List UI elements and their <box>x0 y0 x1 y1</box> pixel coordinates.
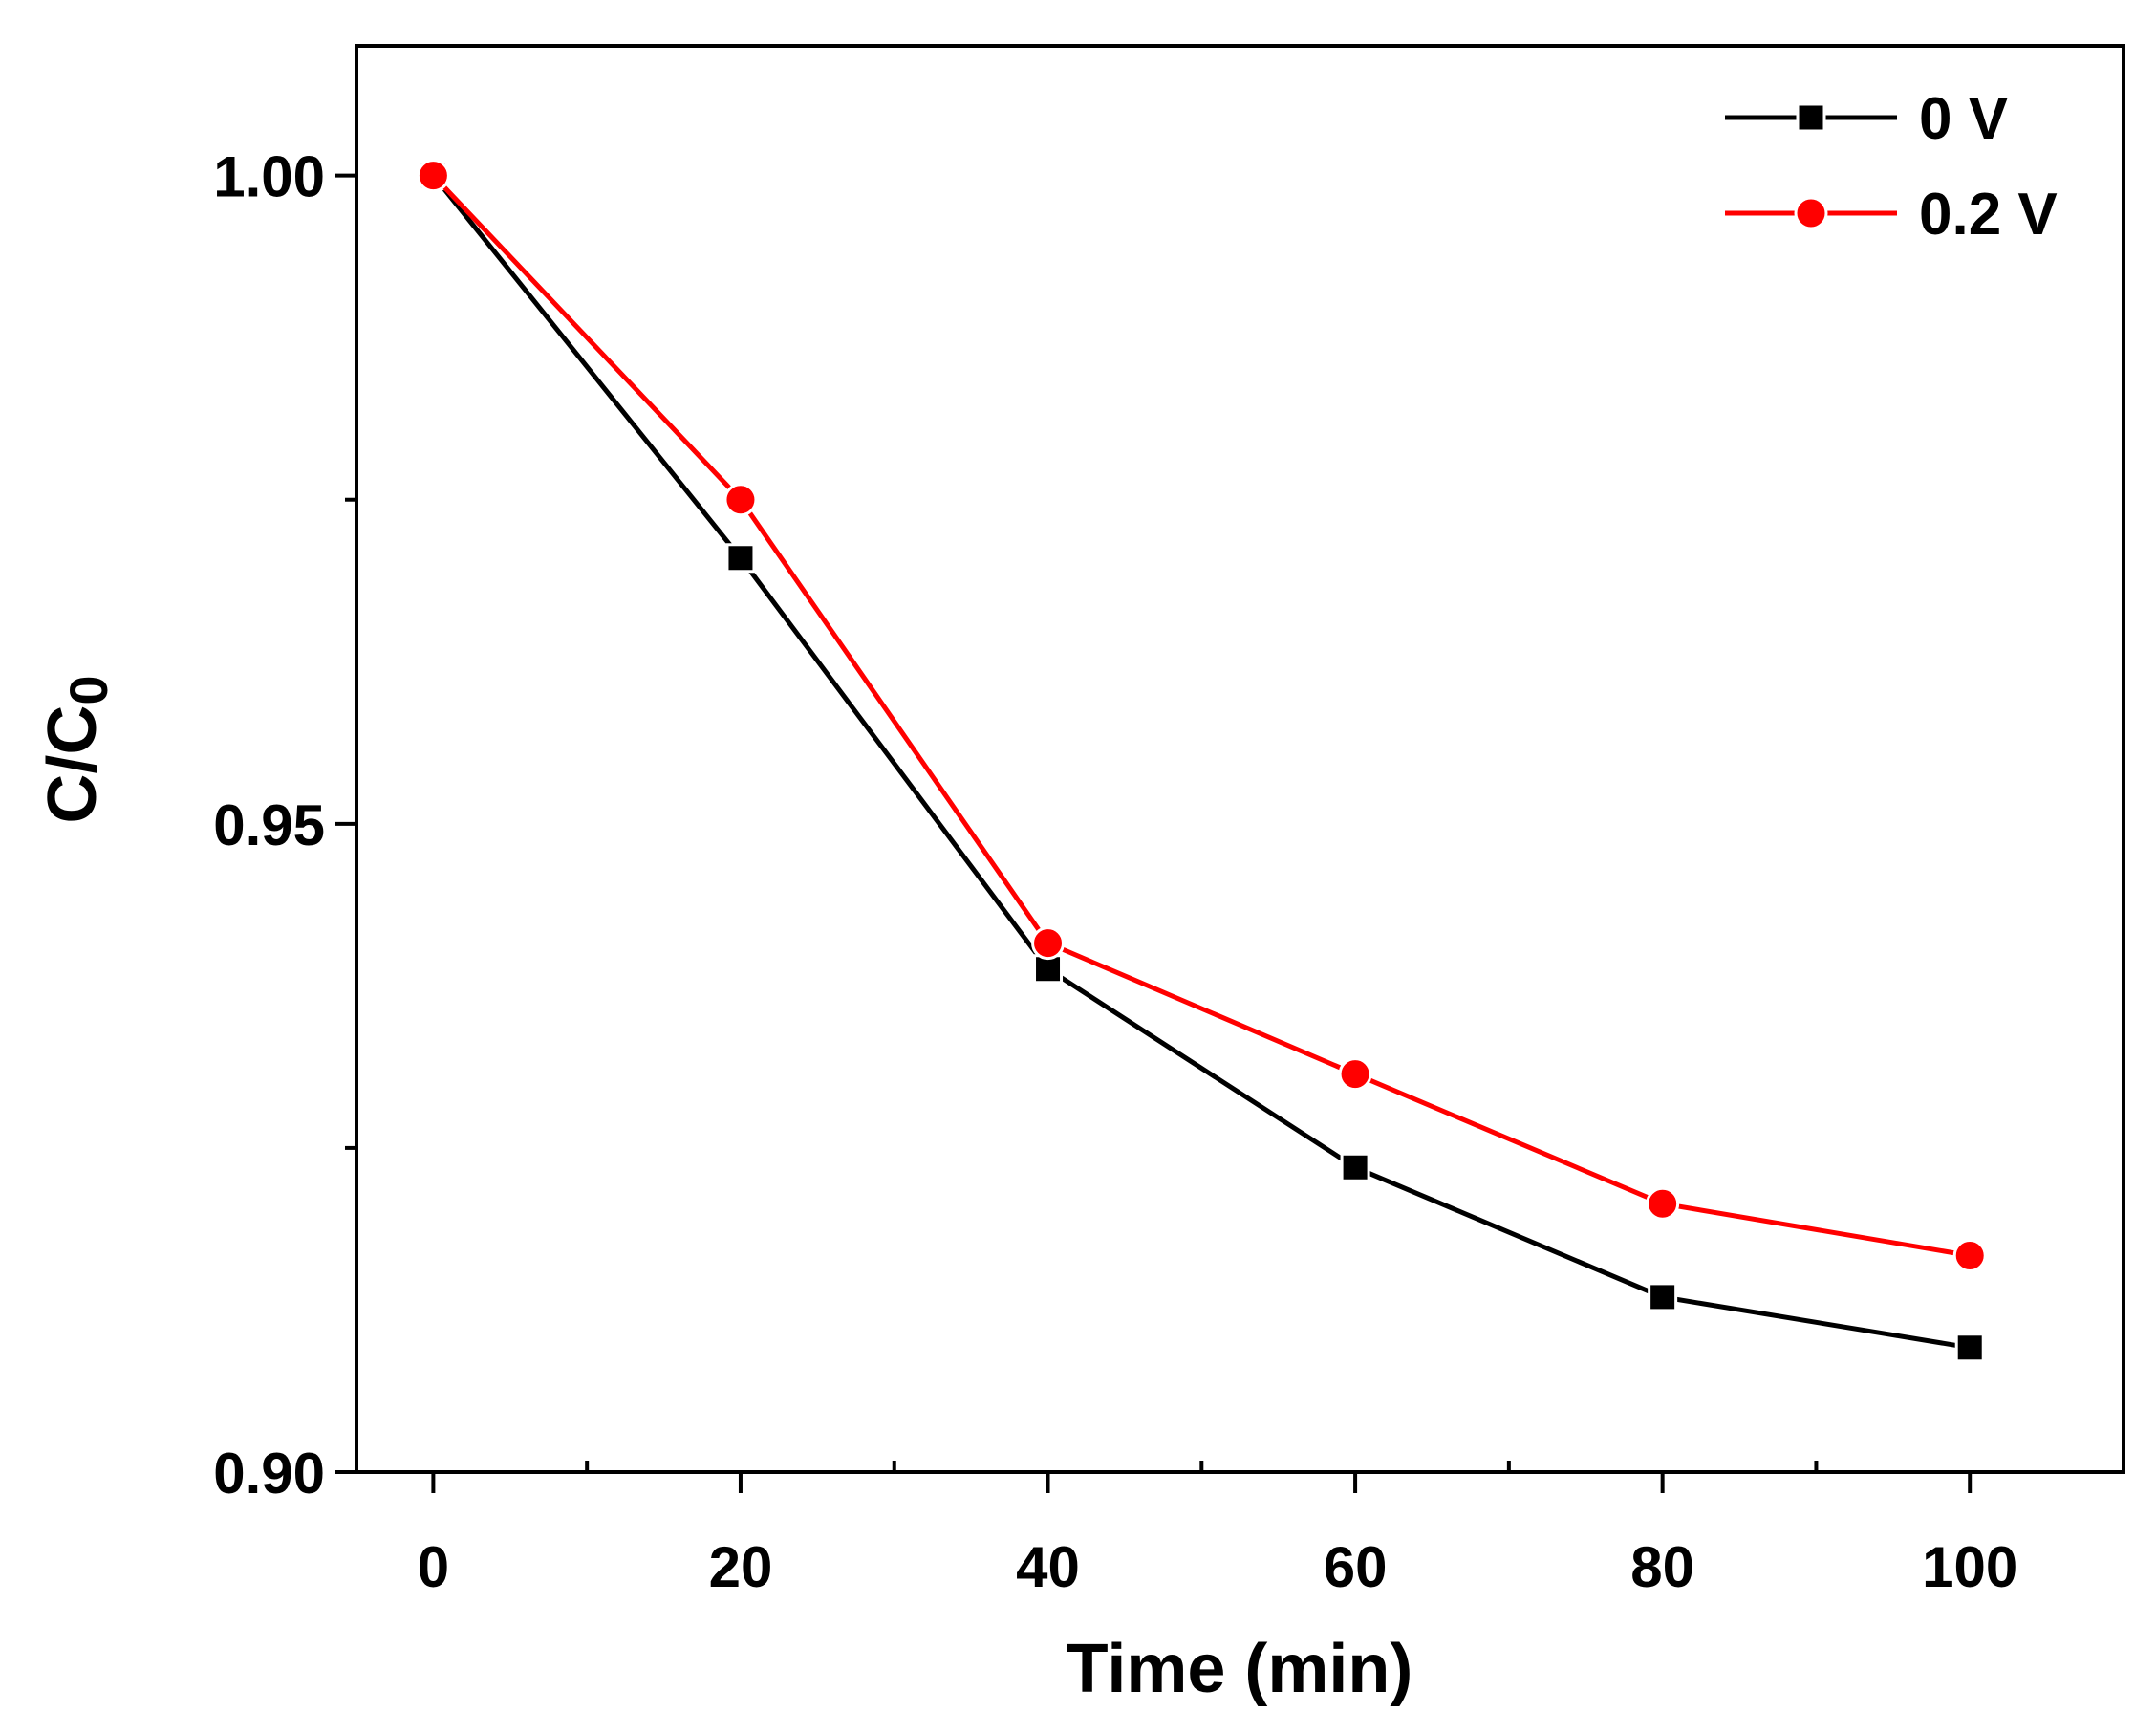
x-axis-title: Time (min) <box>1067 1631 1413 1707</box>
x-tick-label: 20 <box>709 1535 773 1599</box>
data-point <box>723 483 758 517</box>
data-point <box>1031 926 1066 961</box>
data-point <box>1338 1057 1372 1092</box>
series-layer <box>416 159 1987 1363</box>
y-axis-title-subscript: 0 <box>58 675 119 704</box>
x-tick-label: 80 <box>1630 1535 1694 1599</box>
legend-label: 0.2 V <box>1919 182 2058 248</box>
legend: 0 V 0.2 V <box>1725 86 2058 248</box>
legend-label: 0 V <box>1919 86 2008 152</box>
data-point <box>1954 1333 1985 1363</box>
series-0-2v <box>416 159 1987 1272</box>
y-axis-title: C/C0 <box>34 675 119 823</box>
data-point <box>1340 1152 1370 1182</box>
data-point <box>1648 1282 1678 1312</box>
x-tick-label: 0 <box>418 1535 449 1599</box>
series-0v <box>418 161 1985 1363</box>
y-tick-label: 0.90 <box>213 1441 325 1506</box>
y-tick-label: 0.95 <box>213 793 325 857</box>
plot-frame <box>355 44 2125 1474</box>
series-line <box>431 174 1971 1351</box>
data-point <box>1646 1186 1680 1221</box>
data-point <box>725 543 756 574</box>
x-tick-label: 40 <box>1016 1535 1080 1599</box>
legend-item: 0 V <box>1725 86 2008 152</box>
legend-circle-marker <box>1794 196 1828 230</box>
x-tick-label: 60 <box>1324 1535 1388 1599</box>
data-point <box>1952 1238 1987 1272</box>
y-axis-title-main: C/C <box>34 705 111 824</box>
x-tick-label: 100 <box>1922 1535 2017 1599</box>
axis-ticks: 0 20 40 60 80 100 0.90 0.95 1.00 <box>213 145 2017 1599</box>
legend-square-marker <box>1796 102 1826 133</box>
series-line <box>431 173 1971 1258</box>
legend-item: 0.2 V <box>1725 182 2058 248</box>
data-point <box>416 159 450 193</box>
y-tick-label: 1.00 <box>213 145 325 209</box>
